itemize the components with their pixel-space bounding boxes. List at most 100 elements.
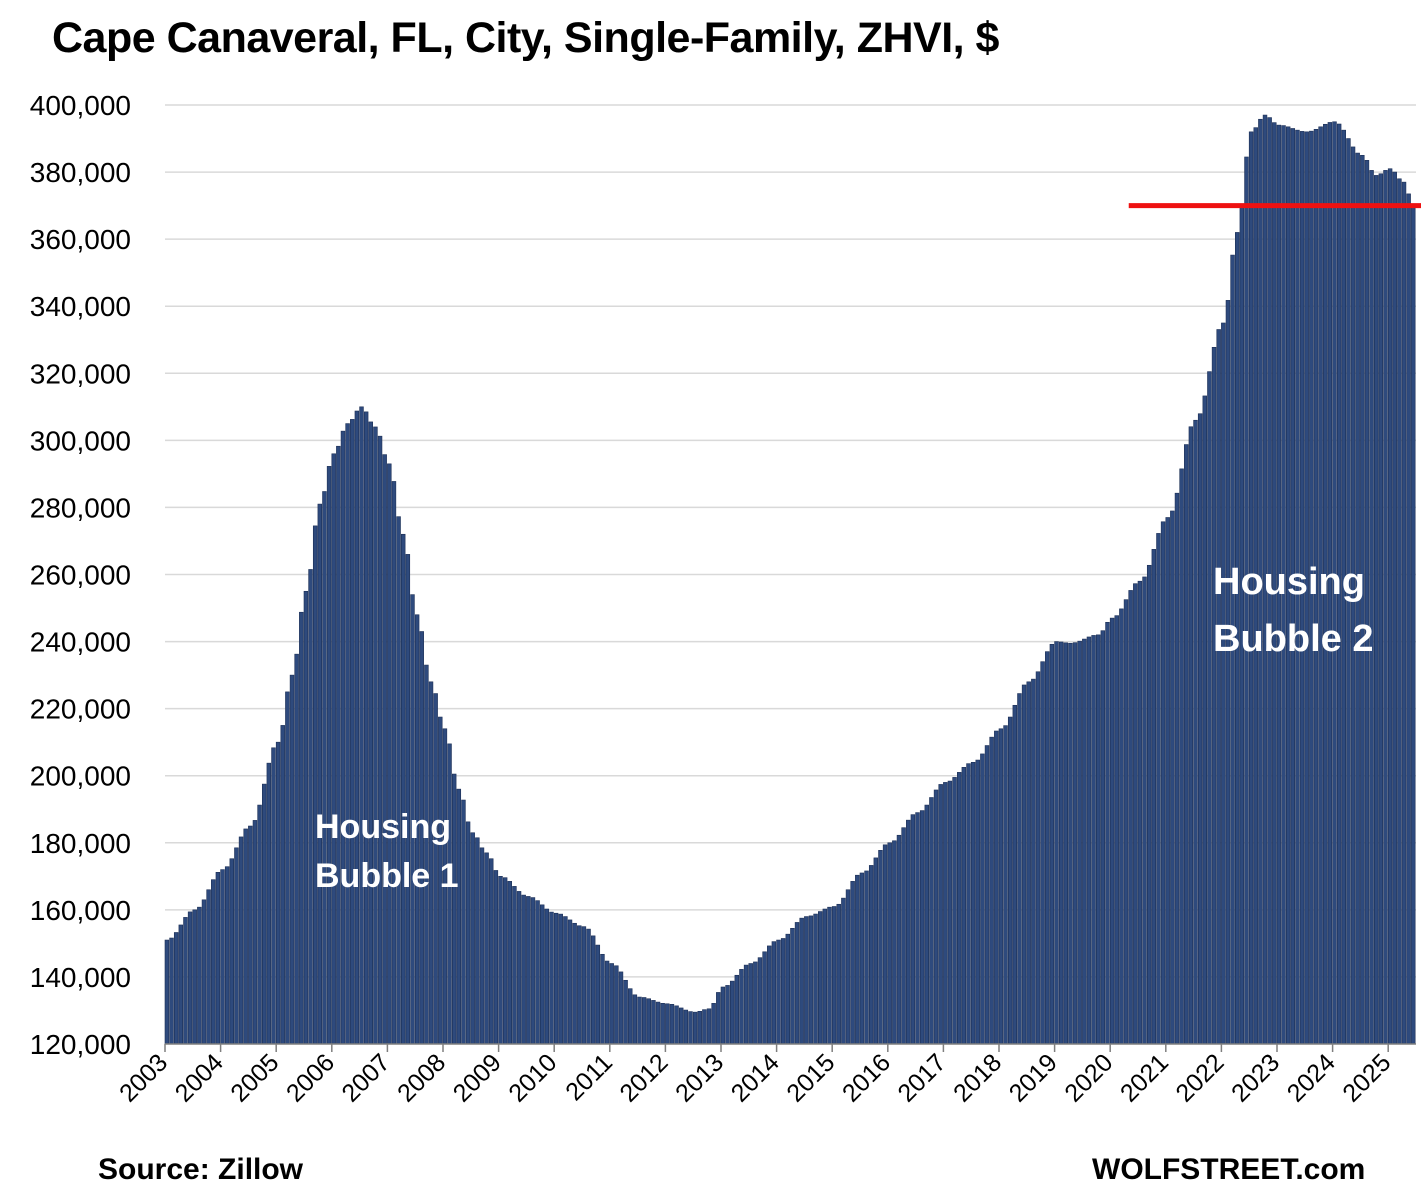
bar — [637, 996, 642, 1045]
x-tick-label: 2013 — [670, 1048, 729, 1107]
bar — [628, 988, 633, 1045]
bar — [549, 911, 554, 1045]
bar — [1026, 681, 1031, 1045]
bar — [294, 653, 299, 1045]
bar — [1156, 533, 1161, 1045]
bar — [609, 963, 614, 1045]
bar — [507, 881, 512, 1045]
bar — [882, 844, 888, 1045]
bar — [1031, 678, 1036, 1045]
x-tick-label: 2010 — [503, 1048, 562, 1107]
bar — [836, 903, 841, 1045]
bar — [1114, 615, 1119, 1045]
bar — [725, 985, 730, 1045]
bar — [943, 782, 948, 1045]
bar — [1021, 684, 1027, 1045]
y-tick-label: 380,000 — [30, 157, 131, 188]
bar — [1369, 170, 1374, 1045]
bar — [354, 410, 360, 1045]
bar — [716, 992, 721, 1045]
bar — [804, 916, 809, 1045]
x-tick-label: 2021 — [1115, 1048, 1174, 1107]
bar — [1063, 642, 1068, 1045]
bar — [479, 847, 485, 1045]
x-tick-label: 2016 — [837, 1048, 896, 1107]
x-tick-label: 2023 — [1226, 1048, 1285, 1107]
bar — [322, 491, 327, 1045]
bar — [164, 939, 170, 1045]
bar — [669, 1004, 675, 1045]
x-tick-label: 2014 — [726, 1048, 785, 1107]
bar — [317, 503, 323, 1045]
bar — [224, 866, 230, 1045]
bar — [1401, 181, 1407, 1045]
bar — [340, 430, 346, 1045]
bar — [785, 933, 790, 1045]
bar — [1003, 725, 1008, 1045]
bar — [1387, 168, 1393, 1045]
bar — [600, 953, 605, 1045]
bar — [1082, 638, 1087, 1045]
bar — [1378, 173, 1384, 1045]
bar — [1179, 468, 1184, 1045]
bar — [711, 1003, 716, 1045]
bar — [859, 872, 865, 1045]
y-tick-label: 400,000 — [30, 90, 131, 121]
y-tick-label: 180,000 — [30, 828, 131, 859]
bar — [748, 963, 753, 1045]
x-tick-label: 2004 — [170, 1048, 229, 1107]
bar — [1040, 661, 1045, 1045]
bar — [998, 728, 1004, 1045]
bar — [767, 945, 772, 1045]
bar — [739, 969, 744, 1045]
bar — [813, 913, 818, 1045]
bar — [827, 906, 832, 1045]
bar — [215, 872, 221, 1045]
bar — [252, 820, 258, 1045]
x-tick-label: 2017 — [893, 1048, 952, 1107]
y-tick-label: 260,000 — [30, 560, 131, 591]
bar — [1146, 564, 1152, 1045]
bar — [424, 664, 429, 1045]
bar — [577, 925, 582, 1045]
bar — [845, 889, 851, 1045]
bar — [850, 881, 855, 1045]
bar — [989, 736, 994, 1045]
bar — [475, 837, 480, 1045]
x-tick-label: 2019 — [1004, 1048, 1063, 1107]
bar — [970, 761, 976, 1045]
bar — [248, 825, 253, 1045]
bar — [1054, 641, 1059, 1045]
annotation-label: Bubble 1 — [315, 857, 459, 895]
bar — [553, 912, 559, 1045]
x-tick-label: 2008 — [392, 1048, 451, 1107]
bar — [632, 994, 638, 1045]
bar — [841, 897, 846, 1045]
bar — [530, 897, 536, 1045]
x-tick-label: 2025 — [1337, 1048, 1396, 1107]
bar — [1202, 395, 1207, 1045]
bar — [1105, 621, 1110, 1045]
bar — [493, 870, 499, 1045]
bar — [1406, 193, 1411, 1045]
y-tick-label: 280,000 — [30, 492, 131, 523]
bar — [563, 916, 568, 1045]
bar — [660, 1003, 665, 1045]
bar — [753, 961, 758, 1045]
bar — [1007, 716, 1013, 1045]
y-tick-label: 300,000 — [30, 425, 131, 456]
bar — [1383, 170, 1388, 1045]
x-tick-label: 2022 — [1171, 1048, 1230, 1107]
bar — [391, 481, 397, 1045]
bar — [187, 911, 193, 1045]
bar — [1392, 171, 1397, 1045]
bar — [1091, 635, 1096, 1045]
bar — [887, 842, 892, 1045]
bar — [396, 516, 401, 1045]
bar — [808, 915, 814, 1045]
bar — [984, 745, 990, 1045]
x-tick-label: 2011 — [560, 1048, 618, 1106]
bar — [1137, 580, 1143, 1045]
bar — [618, 971, 624, 1045]
x-tick-label: 2007 — [337, 1048, 396, 1107]
